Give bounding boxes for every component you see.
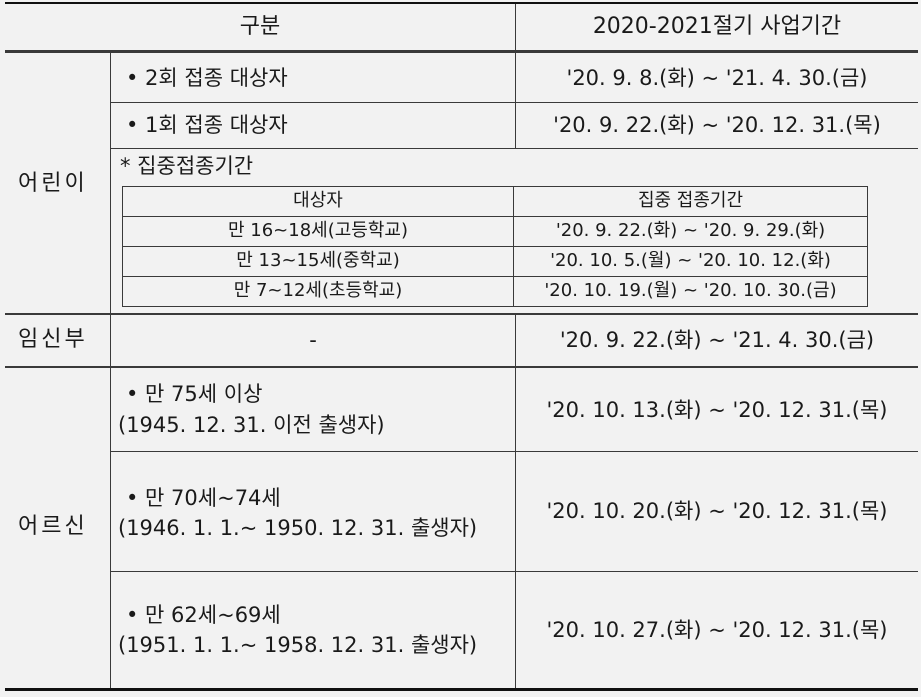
pregnant-target: -: [309, 328, 317, 352]
header-bottom-border: [5, 50, 918, 53]
elderly-target-3-line2: (1951. 1. 1.~ 1958. 12. 31. 출생자): [118, 633, 478, 657]
inner-table-border: [122, 186, 868, 187]
category-pregnant: 임신부: [18, 327, 88, 352]
intensive-target-2: 만 13~15세(중학교): [236, 250, 400, 271]
row-separator: [110, 571, 918, 572]
category-column-border: [110, 315, 111, 366]
elderly-period-1: '20. 10. 13.(화) ~ '20. 12. 31.(목): [546, 398, 888, 422]
table-bottom-border: [5, 688, 918, 691]
row-separator: [110, 148, 918, 149]
row-separator: [110, 451, 918, 452]
elderly-target-3-line1: • 만 62세~69세: [126, 603, 281, 627]
elderly-period-2: '20. 10. 20.(화) ~ '20. 12. 31.(목): [546, 499, 888, 523]
column-border: [515, 315, 516, 366]
children-period-2: '20. 9. 22.(화) ~ '20. 12. 31.(목): [553, 113, 881, 137]
column-border: [515, 53, 516, 148]
intensive-title: * 집중접종기간: [120, 154, 254, 178]
category-children: 어린이: [18, 171, 88, 196]
pregnant-period: '20. 9. 22.(화) ~ '21. 4. 30.(금): [559, 328, 875, 352]
intensive-header-target: 대상자: [293, 190, 343, 211]
inner-table-border: [867, 186, 868, 307]
row-separator: [5, 313, 918, 315]
inner-table-border: [122, 306, 868, 307]
elderly-period-3: '20. 10. 27.(화) ~ '20. 12. 31.(목): [546, 618, 888, 642]
children-period-1: '20. 9. 8.(화) ~ '21. 4. 30.(금): [566, 66, 868, 90]
row-separator: [5, 366, 918, 368]
elderly-target-2-line2: (1946. 1. 1.~ 1950. 12. 31. 출생자): [118, 516, 478, 540]
intensive-period-1: '20. 9. 22.(화) ~ '20. 9. 29.(화): [555, 220, 826, 241]
intensive-header-period: 집중 접종기간: [637, 190, 744, 211]
inner-table-border: [122, 276, 868, 277]
inner-table-border: [513, 186, 514, 307]
category-column-border: [110, 368, 111, 688]
column-border: [515, 4, 516, 50]
header-period: 2020-2021절기 사업기간: [592, 14, 842, 39]
elderly-target-1-line2: (1945. 12. 31. 이전 출생자): [118, 413, 385, 437]
intensive-period-3: '20. 10. 19.(월) ~ '20. 10. 30.(금): [544, 280, 837, 301]
inner-table-border: [122, 246, 868, 247]
intensive-target-1: 만 16~18세(고등학교): [227, 220, 409, 241]
row-separator: [110, 102, 918, 103]
children-target-1: • 2회 접종 대상자: [126, 66, 288, 90]
elderly-target-2-line1: • 만 70세~74세: [126, 486, 281, 510]
inner-table-border: [122, 216, 868, 217]
inner-table-border: [122, 186, 123, 307]
children-target-2: • 1회 접종 대상자: [126, 113, 288, 137]
category-column-border: [110, 53, 111, 313]
category-elderly: 어르신: [18, 514, 88, 539]
header-category: 구분: [239, 14, 281, 39]
intensive-target-3: 만 7~12세(초등학교): [233, 280, 403, 301]
intensive-period-2: '20. 10. 5.(월) ~ '20. 10. 12.(화): [550, 250, 831, 271]
column-border: [515, 368, 516, 688]
elderly-target-1-line1: • 만 75세 이상: [126, 382, 263, 406]
table-top-border: [5, 2, 918, 4]
